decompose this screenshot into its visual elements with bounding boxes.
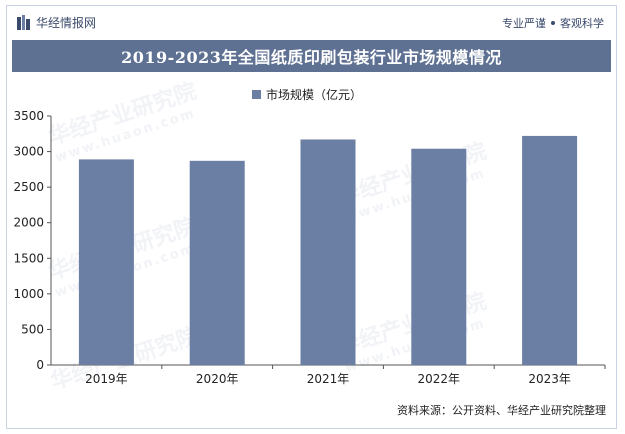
bar (300, 139, 356, 365)
bar (189, 160, 245, 365)
y-tick-label: 1500 (13, 251, 44, 265)
x-tick-label: 2021年 (307, 372, 350, 386)
bar (78, 159, 134, 365)
y-tick-label: 2000 (13, 216, 44, 230)
y-tick-label: 0 (36, 358, 44, 372)
legend-label: 市场规模（亿元） (266, 88, 363, 102)
brand-name: 华经情报网 (36, 16, 97, 30)
y-tick-label: 1000 (13, 287, 44, 301)
bar-chart: 0 500 1000 1500 2000 2500 3000 3500 2019年 2020年 20… (13, 109, 606, 386)
y-tick-label: 3000 (13, 145, 44, 159)
title-bar: 2019-2023年全国纸质印刷包装行业市场规模情况 (12, 40, 611, 72)
x-tick-label: 2020年 (196, 372, 239, 386)
logo-icon (17, 15, 30, 30)
slogan: 专业严谨 客观科学 (502, 15, 604, 31)
y-tick-label: 3500 (13, 109, 44, 123)
chart-title: 2019-2023年全国纸质印刷包装行业市场规模情况 (121, 48, 502, 67)
x-tick-label: 2023年 (528, 372, 571, 386)
x-tick-label: 2019年 (85, 372, 128, 386)
slogan-right: 客观科学 (560, 17, 604, 30)
top-bar: 华经情报网 专业严谨 客观科学 (7, 6, 616, 38)
source-note: 资料来源：公开资料、华经产业研究院整理 (397, 404, 606, 417)
brand-logo: 华经情报网 (17, 14, 96, 31)
slogan-left: 专业严谨 (502, 17, 546, 30)
y-tick-label: 500 (21, 322, 44, 336)
dot-separator-icon (551, 21, 555, 25)
chart-legend: 市场规模（亿元） (252, 86, 362, 103)
legend-swatch (252, 90, 261, 99)
x-tick-label: 2022年 (418, 372, 461, 386)
chart-frame: 华经情报网 专业严谨 客观科学 2019-2023年全国纸质印刷包装行业市场规模情… (6, 5, 617, 429)
y-tick-label: 2500 (13, 180, 44, 194)
bar (522, 135, 578, 365)
bar (411, 148, 467, 365)
